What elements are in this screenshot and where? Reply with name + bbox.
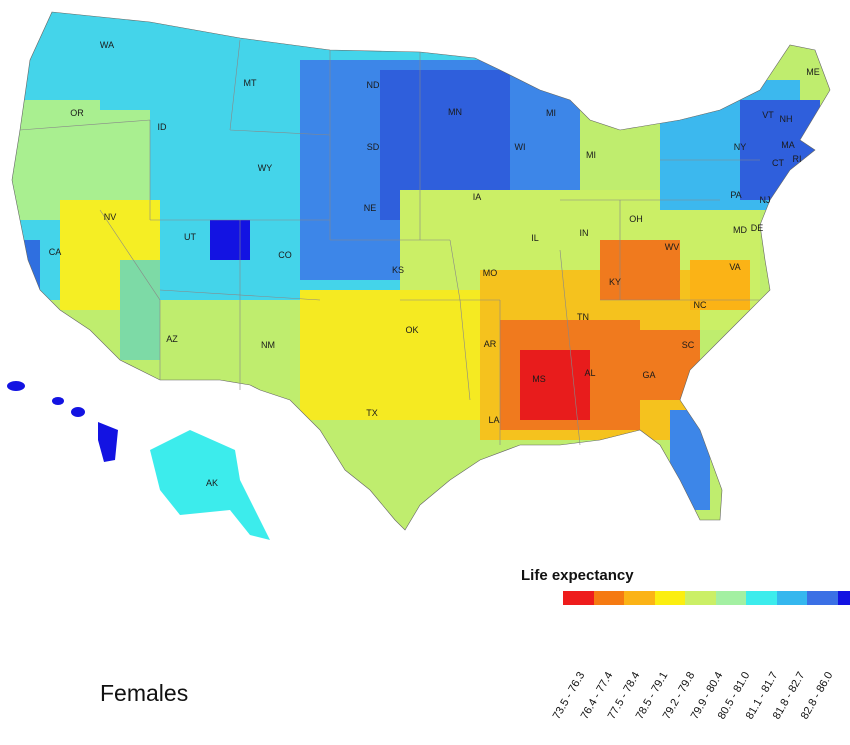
state-label: IL xyxy=(531,233,539,243)
state-label: MO xyxy=(483,268,498,278)
figure-caption: Females xyxy=(100,680,188,707)
hawaii xyxy=(7,381,118,462)
state-label: ME xyxy=(806,67,820,77)
state-label: NJ xyxy=(760,195,771,205)
state-label: NH xyxy=(780,114,793,124)
legend-swatch xyxy=(716,591,747,605)
legend-swatch xyxy=(594,591,625,605)
state-label: KY xyxy=(609,277,621,287)
state-label: ID xyxy=(158,122,168,132)
state-label: NE xyxy=(364,203,377,213)
state-label: CT xyxy=(772,158,784,168)
legend-swatch xyxy=(624,591,655,605)
legend-swatch xyxy=(685,591,716,605)
state-label: NM xyxy=(261,340,275,350)
state-label: IA xyxy=(473,192,482,202)
legend-swatch xyxy=(563,591,594,605)
state-label: OH xyxy=(629,214,643,224)
state-label: MS xyxy=(532,374,546,384)
state-label: IN xyxy=(580,228,589,238)
state-label: AK xyxy=(206,478,218,488)
legend-color-bar xyxy=(563,591,850,605)
state-label: VA xyxy=(729,262,740,272)
state-label: VT xyxy=(762,110,774,120)
state-label: TX xyxy=(366,408,378,418)
legend-swatch xyxy=(655,591,686,605)
state-label: WA xyxy=(100,40,114,50)
state-label: AL xyxy=(584,368,595,378)
state-label: UT xyxy=(184,232,196,242)
state-label: KS xyxy=(392,265,404,275)
state-label: SC xyxy=(682,340,695,350)
state-label: OR xyxy=(70,108,84,118)
state-label: PA xyxy=(730,190,741,200)
state-label: MD xyxy=(733,225,747,235)
state-label: DE xyxy=(751,223,764,233)
state-label: NY xyxy=(734,142,747,152)
legend-swatch xyxy=(777,591,808,605)
legend-swatch xyxy=(838,591,850,605)
state-label: CA xyxy=(49,247,62,257)
state-label: OK xyxy=(405,325,418,335)
state-label: LA xyxy=(488,415,499,425)
state-label: MI xyxy=(586,150,596,160)
state-label: MN xyxy=(448,107,462,117)
state-label: NV xyxy=(104,212,117,222)
state-label: AZ xyxy=(166,334,178,344)
state-label: WI xyxy=(515,142,526,152)
legend-title: Life expectancy xyxy=(521,567,634,584)
state-label: MI xyxy=(546,108,556,118)
state-label: NC xyxy=(694,300,707,310)
legend-swatch xyxy=(807,591,838,605)
state-label: ND xyxy=(367,80,380,90)
state-label: RI xyxy=(793,154,802,164)
state-label: AR xyxy=(484,339,497,349)
state-label: TN xyxy=(577,312,589,322)
state-label: WY xyxy=(258,163,273,173)
state-label: MA xyxy=(781,140,795,150)
state-label: CO xyxy=(278,250,292,260)
state-label: SD xyxy=(367,142,380,152)
state-label: MT xyxy=(244,78,257,88)
us-mainland xyxy=(0,0,850,560)
state-label: WV xyxy=(665,242,680,252)
legend-swatch xyxy=(746,591,777,605)
state-label: GA xyxy=(642,370,655,380)
